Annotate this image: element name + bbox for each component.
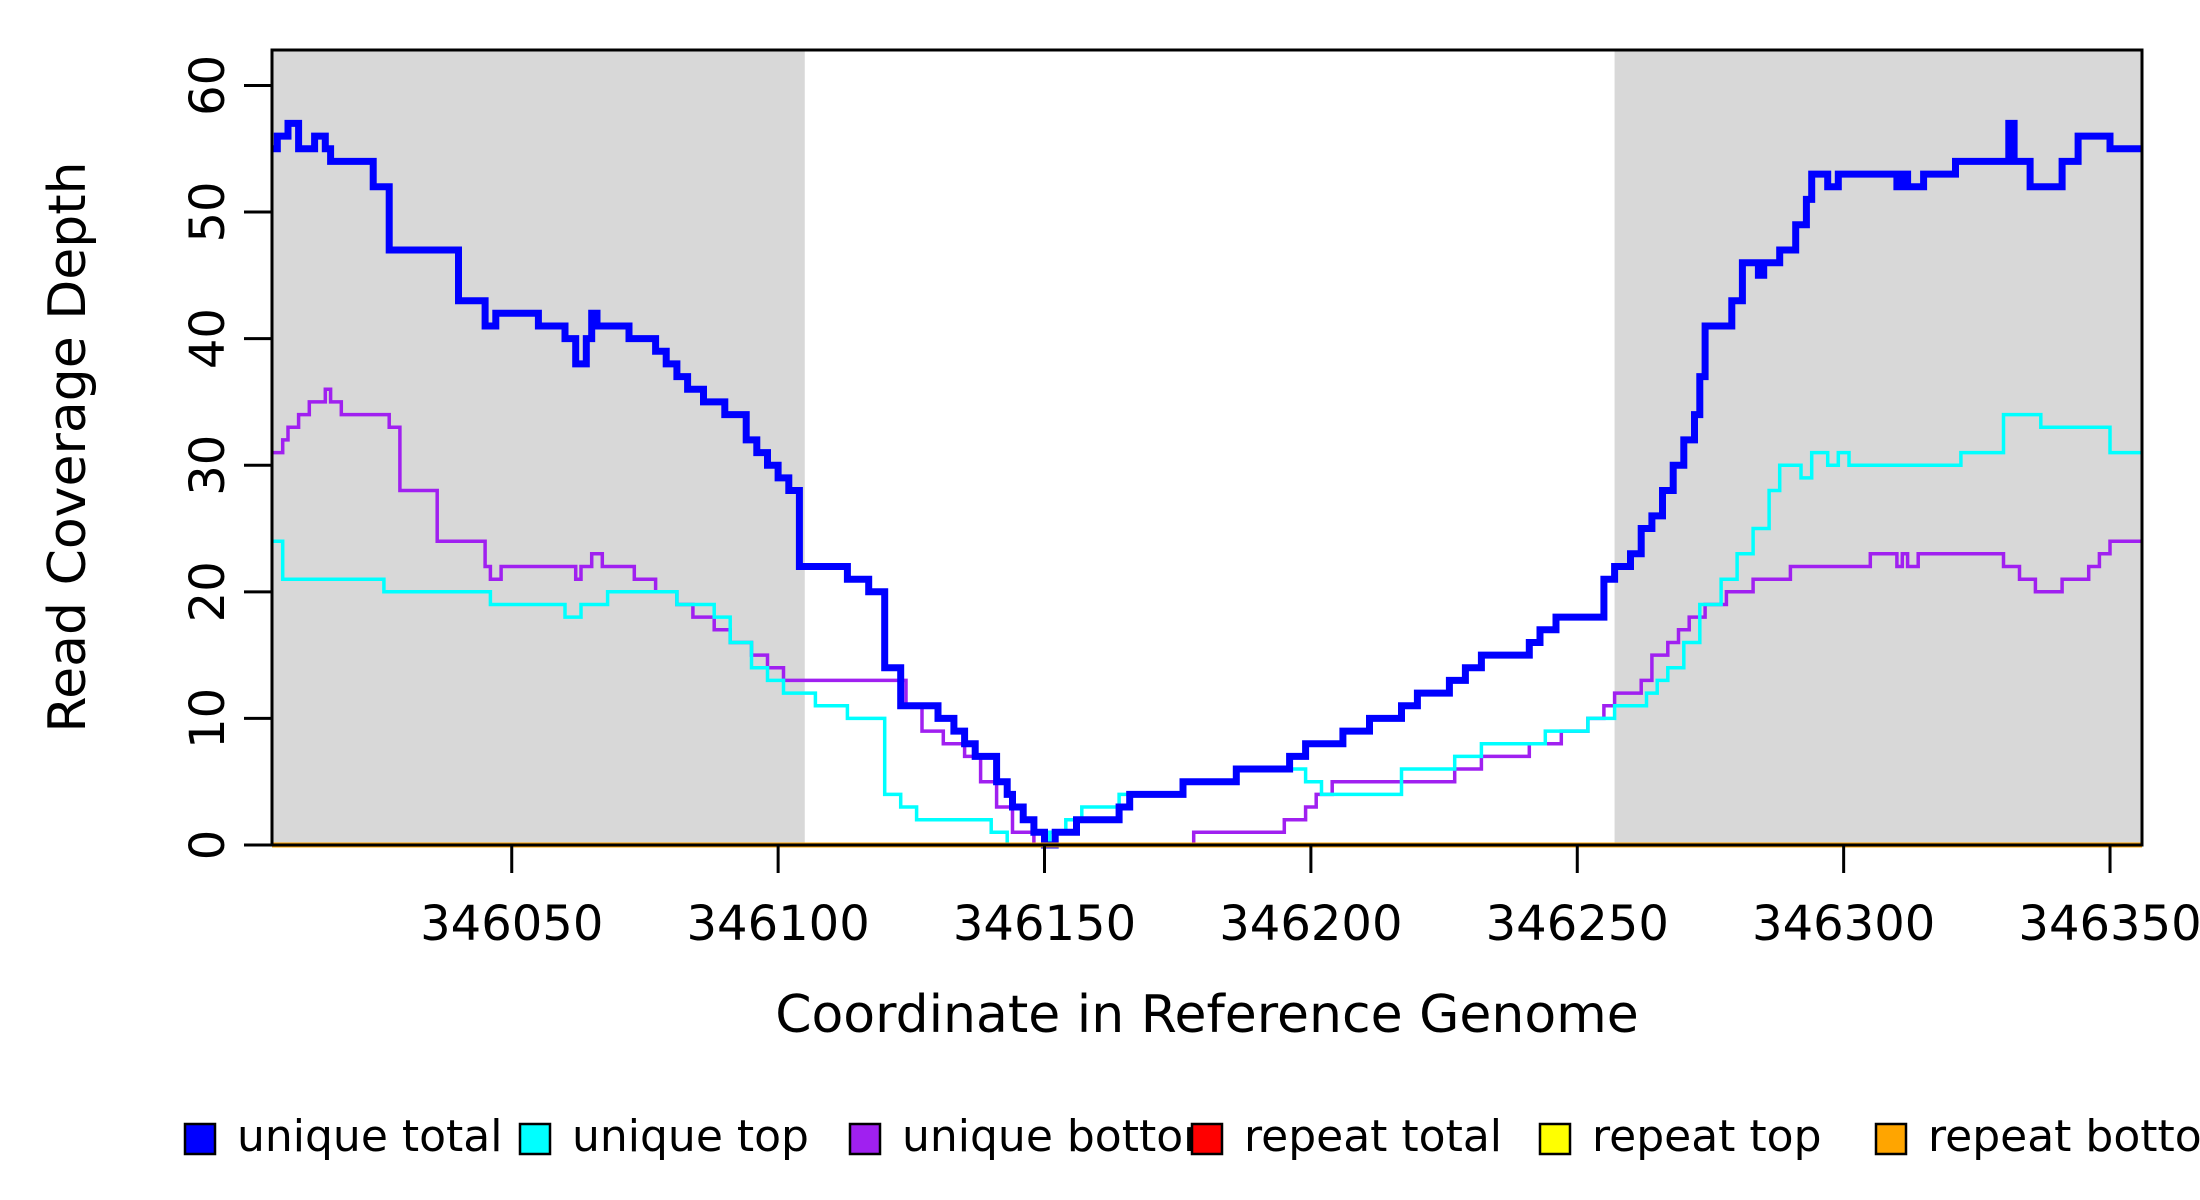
plot-border <box>270 48 2144 847</box>
series-unique-total <box>272 119 2142 849</box>
y-tick-label-30: 30 <box>180 435 236 496</box>
series-unique-top <box>272 412 2142 847</box>
legend-label-repeat-total: repeat total <box>1244 1111 1502 1162</box>
legend-item-unique-top: unique top <box>518 1111 809 1162</box>
y-axis: 0 10 20 30 40 50 60 <box>180 55 272 860</box>
y-tick-label-50: 50 <box>180 181 236 242</box>
legend-label-unique-total: unique total <box>237 1111 502 1162</box>
y-axis-title: Read Coverage Depth <box>38 161 98 732</box>
x-axis-title: Coordinate in Reference Genome <box>775 985 1639 1045</box>
legend-label-repeat-top: repeat top <box>1592 1111 1822 1162</box>
legend-swatch-unique-bottom <box>848 1122 882 1156</box>
y-tick-label-10: 10 <box>180 688 236 749</box>
legend-swatch-repeat-top <box>1538 1122 1572 1156</box>
legend-swatch-repeat-bottom <box>1874 1122 1908 1156</box>
legend-item-unique-bottom: unique bottom <box>848 1111 1226 1162</box>
x-tick-label-346150: 346150 <box>953 896 1136 952</box>
legend-item-repeat-total: repeat total <box>1190 1111 1502 1162</box>
legend-item-repeat-top: repeat top <box>1538 1111 1822 1162</box>
x-tick-label-346100: 346100 <box>687 896 870 952</box>
legend-swatch-repeat-total <box>1190 1122 1224 1156</box>
x-tick-label-346250: 346250 <box>1486 896 1669 952</box>
x-tick-label-346200: 346200 <box>1219 896 1402 952</box>
y-tick-label-60: 60 <box>180 55 236 116</box>
y-tick-label-40: 40 <box>180 308 236 369</box>
x-axis: 346050 346100 346150 346200 346250 346300 3463… <box>420 845 2200 952</box>
y-tick-label-0: 0 <box>180 830 236 861</box>
legend-swatch-unique-total <box>183 1122 217 1156</box>
x-tick-label-346300: 346300 <box>1752 896 1935 952</box>
x-tick-label-346350: 346350 <box>2018 896 2200 952</box>
legend-item-repeat-bottom: repeat bottom <box>1874 1111 2200 1162</box>
series-unique-bottom <box>272 387 2142 847</box>
x-tick-label-346050: 346050 <box>420 896 603 952</box>
shaded-region-0 <box>272 50 805 845</box>
legend-label-repeat-bottom: repeat bottom <box>1928 1111 2200 1162</box>
shaded-region-1 <box>1614 50 2142 845</box>
y-tick-label-20: 20 <box>180 561 236 622</box>
shaded-regions-layer <box>272 50 2142 845</box>
legend-label-unique-top: unique top <box>572 1111 809 1162</box>
legend-item-unique-total: unique total <box>183 1111 502 1162</box>
legend-swatch-unique-top <box>518 1122 552 1156</box>
legend-label-unique-bottom: unique bottom <box>902 1111 1226 1162</box>
legend: unique total unique top unique bottom repea… <box>183 1111 2200 1162</box>
